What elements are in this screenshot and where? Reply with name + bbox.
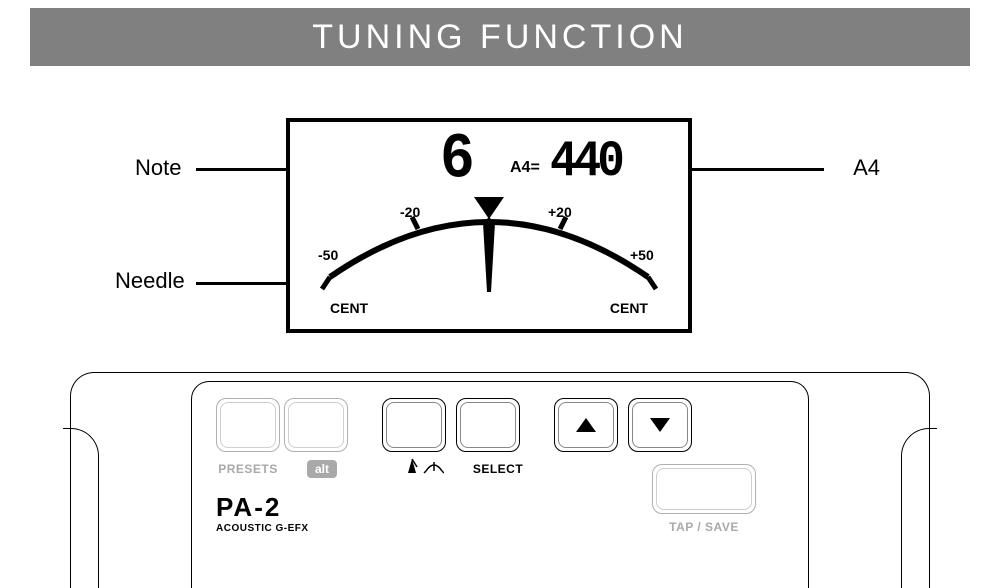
select-label: SELECT: [466, 462, 530, 476]
lcd-screen: 6 A4= 440 -50 -20 +20 +50 CENT CENT: [286, 118, 692, 333]
lcd-scale: [300, 187, 678, 297]
header-bar: TUNING FUNCTION: [30, 8, 970, 66]
metronome-tuner-icon: [404, 457, 444, 475]
select-button[interactable]: [456, 398, 520, 452]
alt-badge: alt: [307, 460, 337, 478]
preset-button-1[interactable]: [216, 398, 280, 452]
cent-label-left: CENT: [330, 300, 368, 316]
model-subtitle: ACOUSTIC G-EFX: [216, 523, 309, 534]
mode-icon-group: [392, 457, 456, 480]
header-title: TUNING FUNCTION: [312, 18, 687, 57]
device-side-left: [63, 428, 99, 588]
lcd-note-value: 6: [440, 125, 471, 197]
scale-tick-plus20: +20: [548, 204, 572, 220]
lcd-a4-value: 440: [550, 133, 621, 190]
device-side-right: [901, 428, 937, 588]
mode-button[interactable]: [382, 398, 446, 452]
preset-button-2[interactable]: [284, 398, 348, 452]
button-row: [216, 398, 692, 452]
lcd-a4-prefix: A4=: [510, 159, 540, 177]
presets-label: PRESETS: [216, 462, 280, 476]
scale-tick-minus20: -20: [400, 204, 420, 220]
control-panel: PRESETS alt SELECT TAP / SAVE PA: [191, 381, 809, 588]
model-block: PA-2 ACOUSTIC G-EFX: [216, 492, 309, 534]
cent-label-right: CENT: [610, 300, 648, 316]
tap-save-button[interactable]: [652, 464, 756, 514]
down-button[interactable]: [628, 398, 692, 452]
device-body: PRESETS alt SELECT TAP / SAVE PA: [70, 372, 930, 588]
button-label-row: PRESETS alt SELECT: [216, 457, 530, 480]
model-name: PA-2: [216, 492, 309, 523]
tap-save-label: TAP / SAVE: [652, 520, 756, 534]
annotation-a4-label: A4: [853, 155, 880, 181]
up-button[interactable]: [554, 398, 618, 452]
annotation-note-label: Note: [135, 155, 181, 181]
scale-tick-minus50: -50: [318, 247, 338, 263]
scale-tick-plus50: +50: [630, 247, 654, 263]
annotation-needle-label: Needle: [115, 268, 185, 294]
